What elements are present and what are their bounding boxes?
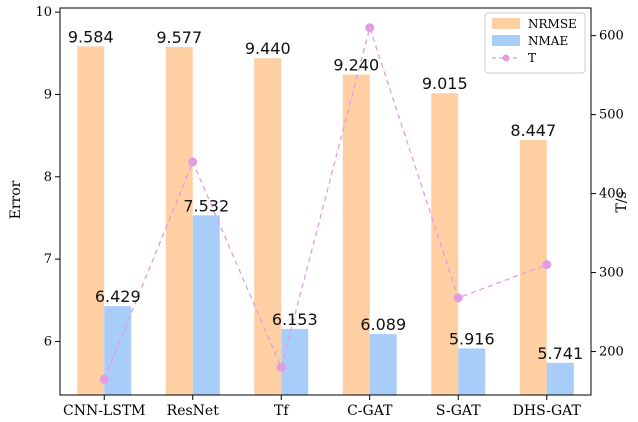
bar-nmae-2: [281, 328, 309, 395]
t-line: [103, 25, 547, 380]
right-y-axis-ticks: 200 300 400 500 600: [591, 29, 624, 360]
bar-nmae-4: [458, 348, 486, 395]
value-label-nrmse-5: 8.447: [510, 121, 556, 140]
bar-nrmse-2: [254, 58, 282, 395]
value-label-nmae-3: 6.089: [360, 315, 406, 334]
bar-nrmse-1: [165, 46, 193, 395]
value-label-nrmse-0: 9.584: [68, 27, 114, 46]
legend-swatch-nrmse: [492, 18, 520, 29]
legend-label-nrmse: NRMSE: [528, 17, 577, 31]
right-tick-label-4: 600: [599, 29, 624, 44]
nmae-bars: [104, 215, 574, 395]
t-point-4: [453, 293, 463, 303]
bar-nrmse-3: [342, 74, 370, 396]
nrmse-bars: [77, 46, 547, 396]
legend-label-t: T: [528, 51, 536, 65]
left-tick-label-2: 8: [44, 170, 52, 185]
t-line-series: [99, 23, 552, 384]
left-tick-label-4: 10: [35, 5, 52, 20]
value-label-nmae-1: 7.532: [183, 196, 229, 215]
t-point-5: [542, 260, 552, 270]
x-tick-label-0: CNN-LSTM: [63, 403, 146, 419]
value-label-nrmse-1: 9.577: [156, 28, 202, 47]
legend-swatch-nmae: [492, 35, 520, 46]
legend-marker-t: [502, 54, 510, 62]
value-label-nrmse-3: 9.240: [333, 56, 379, 75]
x-tick-label-1: ResNet: [167, 403, 220, 419]
value-label-nmae-5: 5.741: [537, 344, 583, 363]
x-tick-label-5: DHS-GAT: [513, 403, 582, 419]
bar-nmae-5: [546, 362, 574, 395]
t-point-3: [365, 23, 375, 33]
x-tick-label-2: Tf: [274, 403, 290, 419]
value-label-nmae-0: 6.429: [95, 287, 141, 306]
value-label-nmae-4: 5.916: [449, 329, 495, 348]
t-point-0: [99, 374, 109, 384]
bar-nmae-3: [369, 334, 397, 395]
bar-nmae-0: [104, 306, 132, 395]
axes: [59, 7, 592, 396]
left-y-axis-title: Error: [8, 180, 24, 219]
bar-nrmse-0: [77, 46, 105, 396]
left-tick-label-0: 6: [44, 334, 52, 349]
legend: NRMSE NMAE T: [484, 12, 586, 74]
left-tick-label-3: 9: [44, 87, 52, 102]
value-label-nrmse-4: 9.015: [422, 74, 468, 93]
x-axis-category-ticks: CNN-LSTM ResNet Tf C-GAT S-GAT DHS-GAT: [63, 395, 581, 419]
value-label-nrmse-2: 9.440: [245, 39, 291, 58]
right-tick-label-1: 300: [599, 266, 624, 281]
t-point-1: [188, 157, 198, 167]
legend-label-nmae: NMAE: [528, 34, 568, 48]
t-point-2: [276, 362, 286, 372]
bar-nrmse-5: [519, 139, 547, 395]
right-y-axis-title: T/s: [614, 191, 630, 212]
value-labels: 9.584 6.429 9.577 7.532 9.440 6.153 9.240 6.089…: [68, 27, 583, 362]
x-tick-label-4: S-GAT: [436, 403, 481, 419]
value-label-nmae-2: 6.153: [272, 310, 318, 329]
bar-nmae-1: [192, 215, 220, 395]
x-tick-label-3: C-GAT: [347, 403, 393, 419]
right-tick-label-3: 500: [599, 108, 624, 123]
bar-nrmse-4: [431, 93, 459, 395]
right-tick-label-0: 200: [599, 345, 624, 360]
left-y-axis-ticks: 6 7 8 9 10: [35, 5, 60, 349]
plot-frame: [59, 7, 592, 396]
right-tick-label-2: 400: [599, 187, 624, 202]
left-tick-label-1: 7: [44, 252, 52, 267]
